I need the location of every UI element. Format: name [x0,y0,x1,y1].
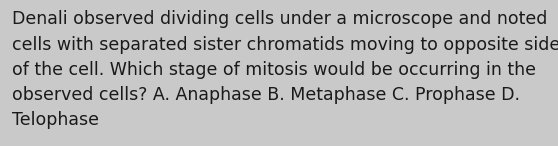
Text: Denali observed dividing cells under a microscope and noted
cells with separated: Denali observed dividing cells under a m… [12,10,558,129]
